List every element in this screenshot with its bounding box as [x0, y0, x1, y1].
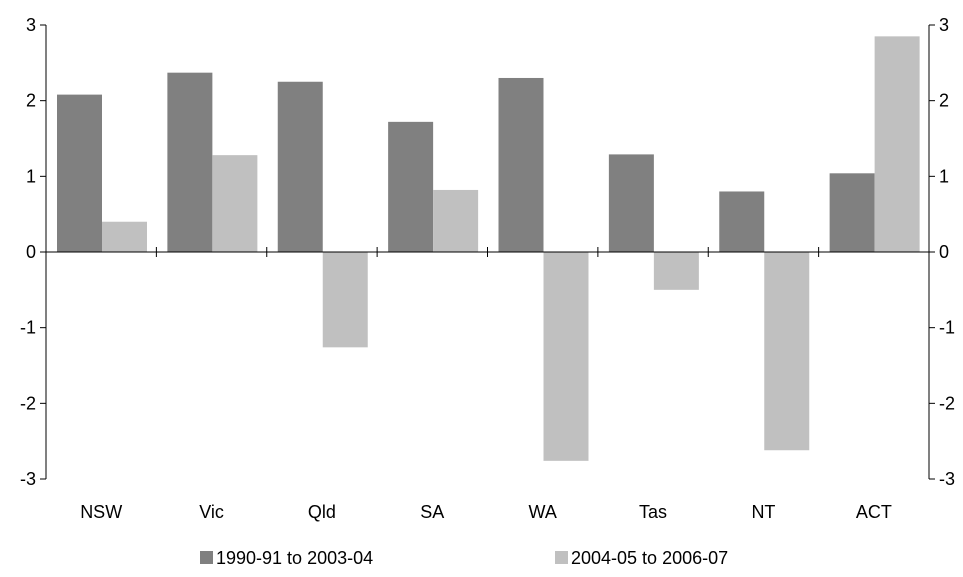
left-y-tick-label: 1 — [26, 166, 36, 186]
bar-sa-series-1 — [388, 121, 434, 252]
bar-tas-series-1 — [608, 154, 654, 252]
bar-tas-series-2 — [653, 252, 699, 290]
right-y-tick-label: 0 — [939, 242, 949, 262]
bar-nsw-series-1 — [57, 94, 102, 252]
legend-label-series-1: 1990-91 to 2003-04 — [216, 548, 373, 568]
bar-vic-series-2 — [212, 155, 258, 252]
right-y-tick-label: -2 — [939, 393, 955, 413]
bar-nt-series-1 — [719, 191, 765, 252]
legend: 1990-91 to 2003-04 2004-05 to 2006-07 — [200, 548, 728, 568]
left-y-tick-label: -3 — [20, 469, 36, 489]
category-label-sa: SA — [420, 502, 444, 522]
bars-layer — [57, 36, 920, 461]
category-label-wa: WA — [529, 502, 557, 522]
bar-nsw-series-2 — [102, 221, 147, 252]
legend-swatch-series-1 — [200, 551, 213, 564]
bar-qld-series-1 — [277, 81, 323, 252]
category-label-qld: Qld — [308, 502, 336, 522]
right-y-tick-label: 3 — [939, 15, 949, 35]
category-label-tas: Tas — [639, 502, 667, 522]
category-label-vic: Vic — [199, 502, 224, 522]
category-label-nsw: NSW — [80, 502, 122, 522]
bar-vic-series-1 — [167, 72, 213, 252]
right-y-tick-label: -3 — [939, 469, 955, 489]
left-y-tick-label: 0 — [26, 242, 36, 262]
labels-layer: 3 3 2 2 1 1 0 0 -1 -1 -2 -2 -3 -3 NSW Vic Qld SA WA Tas NT AC… — [20, 15, 955, 522]
left-y-tick-label: 2 — [26, 91, 36, 111]
right-y-tick-label: 1 — [939, 166, 949, 186]
legend-label-series-2: 2004-05 to 2006-07 — [571, 548, 728, 568]
left-y-tick-label: -1 — [20, 318, 36, 338]
legend-swatch-series-2 — [555, 551, 568, 564]
right-y-tick-label: -1 — [939, 318, 955, 338]
bar-act-series-2 — [874, 36, 920, 252]
left-y-tick-label: 3 — [26, 15, 36, 35]
bar-nt-series-2 — [764, 252, 810, 451]
category-label-act: ACT — [856, 502, 892, 522]
axes-layer — [40, 24, 935, 480]
bar-sa-series-2 — [433, 189, 479, 252]
bar-wa-series-2 — [543, 252, 589, 461]
right-y-tick-label: 2 — [939, 91, 949, 111]
bar-act-series-1 — [829, 173, 875, 252]
bar-qld-series-2 — [322, 252, 368, 348]
category-label-nt: NT — [751, 502, 775, 522]
left-y-tick-label: -2 — [20, 393, 36, 413]
bar-wa-series-1 — [498, 77, 544, 252]
